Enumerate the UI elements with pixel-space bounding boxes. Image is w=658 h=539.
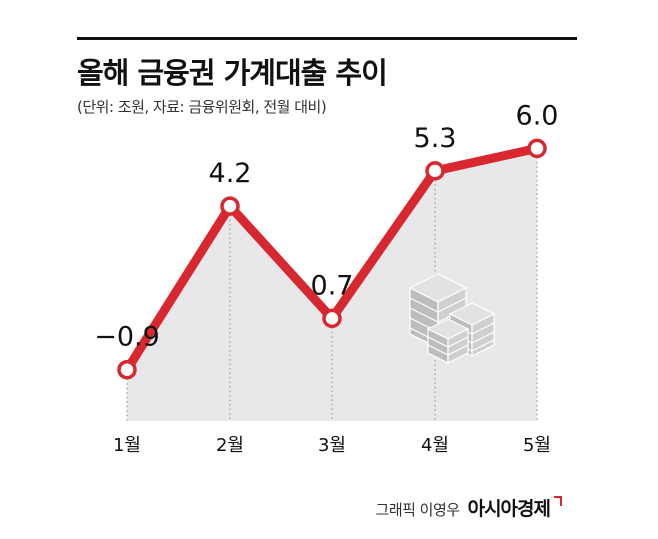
data-value-label: 5.3 (414, 123, 457, 154)
top-rule (77, 37, 577, 40)
drop-lines (126, 148, 538, 421)
data-point-marker (527, 138, 547, 159)
data-value-label: −0.9 (94, 322, 160, 353)
value-labels: −0.9 4.2 0.7 5.3 6.0 (94, 100, 558, 352)
x-tick-label: 5월 (523, 435, 551, 456)
data-point-marker (220, 196, 240, 216)
data-point-marker (322, 308, 342, 329)
x-tick-label: 2월 (216, 435, 244, 456)
credit: 그래픽 이영우 아시아경제 (376, 494, 562, 521)
brand-mark-icon (554, 496, 562, 506)
chart-title: 올해 금융권 가계대출 추이 (77, 56, 388, 90)
credit-text: 그래픽 이영우 (375, 501, 461, 519)
x-tick-labels: 1월 2월 3월 4월 5월 (113, 435, 551, 456)
data-value-label: 4.2 (209, 158, 252, 189)
x-tick-label: 3월 (318, 435, 346, 456)
chart-subtitle: (단위: 조원, 자료: 금융위원회, 전월 대비) (77, 98, 327, 116)
money-stack-icon (408, 273, 496, 364)
x-tick-label: 4월 (421, 435, 449, 456)
data-point-marker (425, 161, 445, 181)
brand-name: 아시아경제 (467, 498, 551, 520)
data-value-label: 6.0 (516, 100, 559, 131)
data-point-marker (117, 359, 137, 380)
point-markers (117, 138, 547, 380)
brand-logo: 아시아경제 (468, 494, 562, 521)
x-tick-label: 1월 (113, 435, 141, 456)
data-value-label: 0.7 (311, 270, 354, 301)
